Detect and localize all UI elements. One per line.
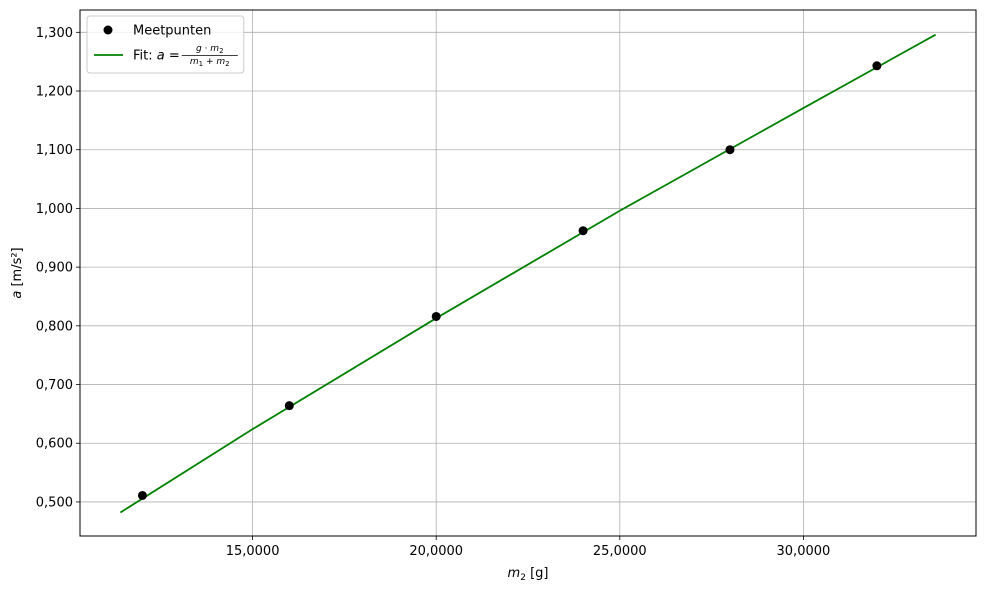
data-point xyxy=(872,61,882,71)
legend-fit-denominator-m2: m xyxy=(216,57,225,67)
legend-fit-numerator-sub: 2 xyxy=(219,47,223,55)
data-point xyxy=(284,401,294,411)
x-tick-label: 25,0000 xyxy=(593,544,647,559)
legend-fit-equals: = xyxy=(165,49,180,64)
grid xyxy=(80,10,976,536)
x-axis-label: m2 [g] xyxy=(508,566,549,583)
x-tick-label: 15,0000 xyxy=(226,544,280,559)
y-tick-label: 0,500 xyxy=(36,495,73,510)
y-tick-label: 0,600 xyxy=(36,437,73,452)
legend-label-fit: Fit: a = g · m2 m1 + m2 xyxy=(133,44,238,68)
y-tick-label: 0,800 xyxy=(36,319,73,334)
x-axis-label-subscript: 2 xyxy=(520,573,526,583)
legend-fit-denominator-sub1: 1 xyxy=(199,60,203,68)
data-point xyxy=(137,490,147,500)
legend-marker-meetpunten xyxy=(103,25,113,35)
legend-fit-denominator-m1: m xyxy=(190,57,199,67)
plot-area-frame xyxy=(79,9,977,537)
legend-fit-numerator-g: g xyxy=(196,44,202,54)
legend-fit-denominator: m1 + m2 xyxy=(190,57,230,68)
legend-fit-plus: + xyxy=(203,57,216,67)
x-axis: 15,0000 20,0000 25,0000 30,0000 xyxy=(226,536,831,559)
y-tick-label: 1,100 xyxy=(36,143,73,158)
legend-box xyxy=(86,15,245,74)
legend-fit-dot: · xyxy=(202,44,211,54)
x-tick-label: 20,0000 xyxy=(409,544,463,559)
y-axis-label: a [m/s²] xyxy=(10,247,25,298)
y-tick-label: 1,200 xyxy=(36,85,73,100)
legend-label-meetpunten: Meetpunten xyxy=(133,24,211,39)
y-axis-label-symbol: a xyxy=(10,291,25,299)
legend: Meetpunten Fit: a = g · m2 m1 + m2 xyxy=(86,15,245,74)
legend-fit-numerator-m: m xyxy=(210,44,219,54)
x-axis-label-symbol: m xyxy=(508,566,521,581)
y-tick-label: 0,900 xyxy=(36,261,73,276)
legend-fit-lhs: Fit: a = xyxy=(133,49,180,64)
legend-fit-lhs-symbol: a xyxy=(157,49,165,64)
legend-fit-denominator-sub2: 2 xyxy=(225,60,229,68)
data-point xyxy=(578,226,588,236)
y-tick-label: 1,300 xyxy=(36,26,73,41)
data-point xyxy=(725,145,735,155)
legend-fit-prefix: Fit: xyxy=(133,49,157,64)
y-tick-label: 1,000 xyxy=(36,202,73,217)
data-point xyxy=(431,311,441,321)
fit-line xyxy=(119,33,937,514)
y-axis-label-unit: [m/s²] xyxy=(10,247,25,290)
y-axis: 0,500 0,600 0,700 0,800 0,900 1,000 1,100 1,200… xyxy=(36,26,80,510)
x-axis-label-unit: [g] xyxy=(526,566,549,581)
y-tick-label: 0,700 xyxy=(36,378,73,393)
series-layer xyxy=(119,33,937,514)
x-tick-label: 30,0000 xyxy=(777,544,831,559)
legend-fit-numerator: g · m2 xyxy=(196,44,224,55)
